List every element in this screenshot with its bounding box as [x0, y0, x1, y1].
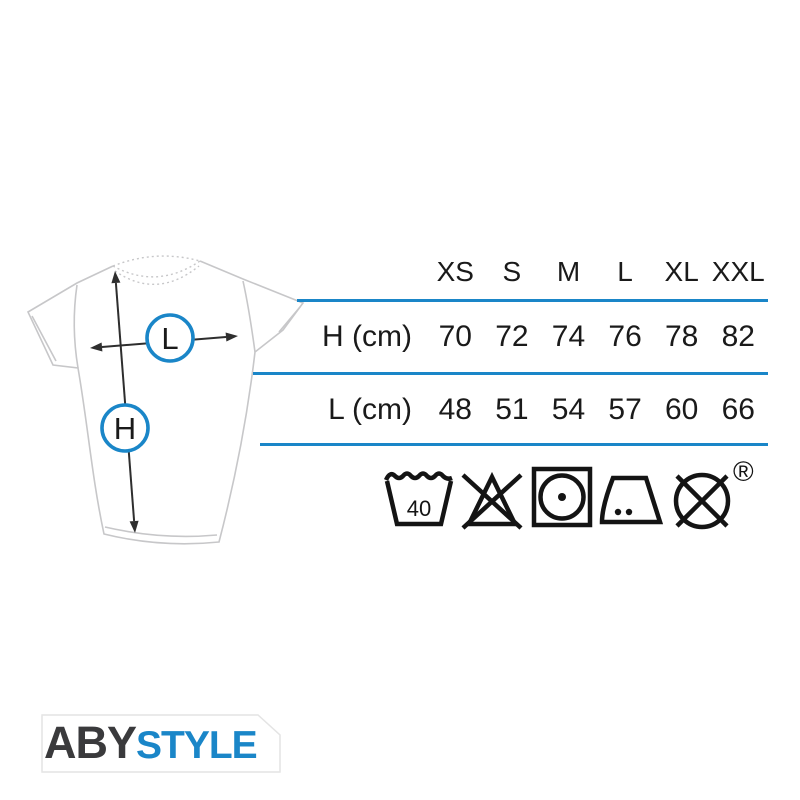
machine-wash-40-icon: 40	[383, 468, 455, 528]
height-value-l: 76	[608, 320, 642, 353]
height-value-s: 72	[495, 320, 529, 353]
tshirt-diagram-svg: L H	[26, 255, 305, 545]
logo-text-style: STYLE	[136, 724, 258, 767]
length-value-m: 54	[551, 393, 586, 426]
tshirt-armhole-seam-right	[242, 280, 256, 353]
height-arrow-head-bottom	[129, 520, 139, 533]
height-arrow-head-top	[111, 271, 121, 284]
brand-logo-text: ABY STYLE	[44, 716, 280, 770]
do-not-bleach-icon	[460, 467, 524, 531]
do-not-dry-clean-icon	[669, 467, 735, 533]
tshirt-outline	[26, 260, 305, 545]
height-row-label: H (cm)	[322, 320, 412, 353]
height-value-m: 74	[551, 320, 586, 353]
tumble-dry-icon	[531, 466, 593, 528]
table-divider-middle	[253, 372, 768, 376]
tshirt-collar-rib	[114, 265, 200, 285]
size-col-header-s: S	[502, 256, 522, 287]
length-badge-circle	[145, 313, 195, 363]
length-row-label: L (cm)	[328, 393, 412, 426]
tshirt-armhole-seam-left	[73, 284, 79, 369]
length-value-xl: 60	[664, 393, 699, 426]
size-col-header-m: M	[556, 256, 581, 287]
brand-logo	[41, 714, 281, 773]
size-col-header-xl: XL	[664, 256, 699, 287]
height-badge-circle	[100, 403, 150, 453]
tshirt-collar-front	[112, 260, 201, 278]
height-value-xl: 78	[664, 320, 699, 353]
length-arrow-head-right	[225, 332, 238, 342]
tshirt-diagram: L H	[16, 246, 308, 556]
length-value-l: 57	[608, 393, 642, 426]
length-badge-label: L	[161, 321, 178, 356]
height-value-xxl: 82	[721, 320, 755, 353]
tshirt-cuff-seam-right	[278, 306, 301, 333]
size-col-header-xs: XS	[436, 256, 474, 287]
tshirt-cuff-seam-left	[31, 315, 57, 362]
length-value-s: 51	[495, 393, 529, 426]
iron-icon	[599, 474, 663, 526]
height-value-xs: 70	[438, 320, 472, 353]
size-col-header-xxl: XXL	[711, 256, 765, 287]
length-arrow-head-left	[90, 342, 103, 352]
size-table-header-row: XS S M L XL XXL	[250, 250, 770, 294]
height-row: H (cm) 70 72 74 76 78 82	[250, 315, 770, 359]
logo-tag-shape	[41, 714, 281, 773]
length-row: L (cm) 48 51 54 57 60 66	[250, 388, 770, 432]
size-col-header-l: L	[617, 256, 633, 287]
height-arrow	[114, 282, 136, 522]
tshirt-hem-seam	[104, 526, 218, 538]
height-badge-label: H	[114, 411, 136, 446]
logo-text-aby: ABY	[44, 717, 137, 768]
length-value-xxl: 66	[721, 393, 755, 426]
table-divider-top	[297, 299, 768, 303]
table-divider-bottom	[260, 443, 768, 447]
wash-temperature-label: 40	[407, 496, 431, 521]
registered-trademark-symbol: ®	[733, 456, 754, 487]
length-value-xs: 48	[438, 393, 472, 426]
